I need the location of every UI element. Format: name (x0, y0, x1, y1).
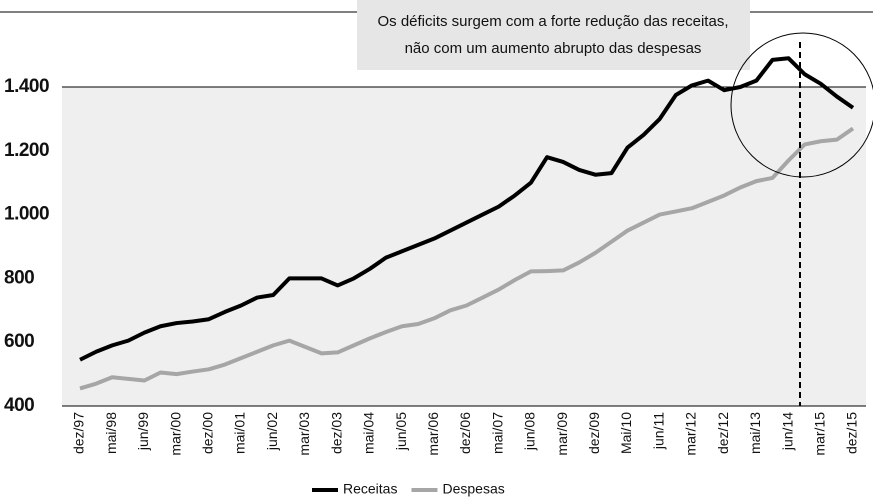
x-tick-label: mai/13 (747, 412, 763, 454)
legend-label: Receitas (343, 481, 397, 497)
x-tick-label: jun/11 (650, 412, 666, 450)
x-tick-label: Mai/10 (618, 412, 634, 454)
highlight-circle (730, 32, 873, 178)
y-tick-label: 800 (4, 267, 34, 288)
annotation: não com um aumento abrupto das despesas (405, 40, 702, 57)
x-tick-label: dez/97 (71, 412, 87, 454)
plot-background (62, 87, 866, 406)
x-tick-label: dez/12 (715, 412, 731, 454)
plot-area: 400 600 800 1.000 1.200 1.400 dez/97 mai/98 jun/… (4, 56, 866, 456)
y-tick-label: 400 (4, 395, 34, 416)
x-tick-label: jun/99 (135, 412, 151, 451)
x-tick-label: mar/09 (554, 412, 570, 456)
x-tick-label: jun/08 (522, 412, 538, 451)
series-line (79, 56, 855, 362)
x-tick-label: mar/03 (296, 412, 312, 456)
x-tick-label: mai/01 (232, 412, 248, 454)
x-tick-label: jun/02 (264, 412, 280, 451)
x-tick-label: dez/09 (586, 412, 602, 454)
series-line (79, 126, 855, 391)
annotation-box (357, 0, 750, 70)
x-tick-label: mai/07 (489, 412, 505, 454)
x-tick-label: mar/06 (425, 412, 441, 456)
y-tick-label: 600 (4, 331, 34, 352)
x-tick-label: dez/15 (844, 412, 860, 454)
y-tick-label: 1.200 (4, 140, 49, 161)
x-tick-label: dez/06 (457, 412, 473, 454)
x-tick-label: mai/98 (103, 412, 119, 454)
annotation: Os déficits surgem com a forte redução d… (378, 13, 729, 30)
x-tick-label: mar/15 (811, 412, 827, 456)
y-tick-label: 1.000 (4, 204, 49, 225)
legend-label: Despesas (442, 481, 504, 497)
x-tick-label: jun/05 (393, 412, 409, 451)
x-tick-label: mai/04 (361, 412, 377, 454)
x-tick-label: dez/03 (328, 412, 344, 454)
x-tick-label: mar/12 (683, 412, 699, 456)
x-tick-label: jun/14 (779, 412, 795, 451)
y-tick-label: 1.400 (4, 76, 49, 97)
x-tick-label: mar/00 (167, 412, 183, 456)
x-tick-label: dez/00 (200, 412, 216, 454)
